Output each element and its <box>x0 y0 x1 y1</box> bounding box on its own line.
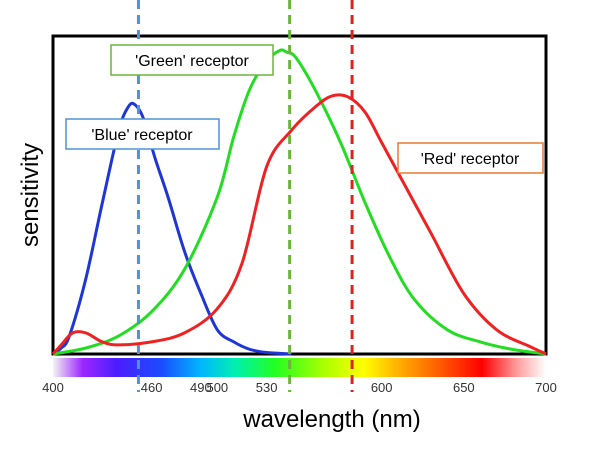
x-tick-label-3: 500 <box>206 380 228 395</box>
annotation-red: 'Red' receptor <box>397 142 544 174</box>
x-axis-label: wavelength (nm) <box>242 406 420 433</box>
x-tick-label-4: 530 <box>256 380 278 395</box>
x-tick-label-6: 650 <box>453 380 475 395</box>
annotation-blue-text: 'Blue' receptor <box>91 127 193 144</box>
x-tick-label-5: 600 <box>371 380 393 395</box>
annotation-red-text: 'Red' receptor <box>421 151 520 168</box>
y-axis-label: sensitivity <box>17 143 44 247</box>
plot-frame <box>51 34 548 356</box>
annotation-green: 'Green' receptor <box>110 44 274 76</box>
x-tick-label-7: 700 <box>535 380 557 395</box>
annotation-green-text: 'Green' receptor <box>135 53 249 70</box>
spectrum-bar <box>53 358 546 377</box>
x-tick-label-0: 400 <box>42 380 64 395</box>
annotation-blue: 'Blue' receptor <box>65 118 220 150</box>
series-line-1 <box>52 48 547 356</box>
series-line-2 <box>51 93 547 356</box>
x-tick-label-1: 460 <box>141 380 163 395</box>
x-tick-label-2: 490 <box>190 380 212 395</box>
